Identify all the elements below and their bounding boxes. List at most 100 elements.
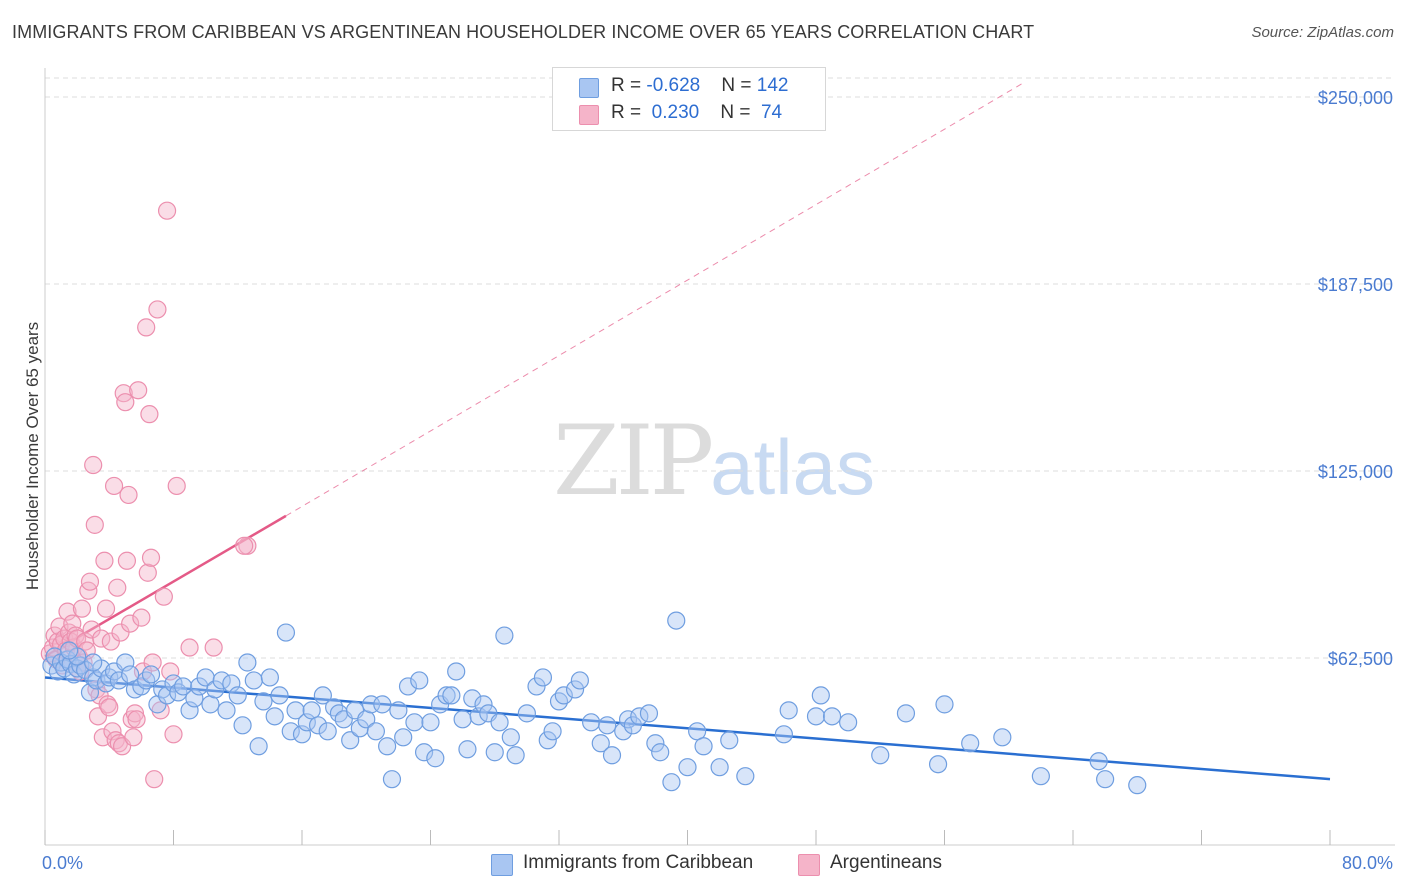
bottom-legend-swatch-caribbean [491, 854, 513, 876]
caribbean-point [233, 716, 252, 735]
caribbean-point [1089, 752, 1108, 771]
grid-lines [45, 77, 1395, 659]
caribbean-point [554, 686, 573, 705]
caribbean-point [543, 722, 562, 741]
caribbean-point [265, 707, 284, 726]
caribbean-point [249, 737, 268, 756]
argentineans-point [121, 614, 140, 633]
argentineans-point [119, 485, 138, 505]
caribbean-point [421, 713, 440, 732]
caribbean-point [447, 662, 466, 681]
caribbean-point [410, 671, 429, 690]
caribbean-point [639, 704, 659, 723]
caribbean-point [774, 725, 793, 744]
caribbean-point [651, 743, 670, 762]
caribbean-point [378, 737, 397, 756]
caribbean-point [366, 722, 385, 741]
watermark-zip: ZIP [553, 405, 714, 517]
y-tick-label: $125,000 [1318, 462, 1393, 482]
caribbean-point [602, 746, 622, 765]
argentineans-point [85, 515, 104, 534]
caribbean-point [453, 710, 472, 729]
argentineans-point [96, 599, 116, 618]
caribbean-point [490, 713, 509, 732]
caribbean-point [59, 641, 79, 660]
caribbean-point [398, 677, 418, 696]
chart-source: Source: ZipAtlas.com [1251, 24, 1394, 41]
correlation-legend: R = -0.628 N = 142 R = 0.230 N = 74 [552, 67, 826, 131]
caribbean-point [533, 668, 553, 687]
argentineans-point [66, 626, 85, 645]
caribbean-point [426, 749, 445, 768]
caribbean-point [238, 653, 257, 672]
caribbean-point [1128, 776, 1147, 795]
x-tick-label-max: 80.0% [1342, 853, 1393, 873]
caribbean-point [646, 734, 665, 753]
axes [44, 68, 1395, 846]
caribbean-point [896, 704, 916, 723]
x-tick-label-min: 0.0% [42, 853, 83, 873]
argentineans-point [164, 725, 183, 744]
y-tick-label: $62,500 [1328, 649, 1393, 669]
y-tick-label: $187,500 [1318, 275, 1393, 295]
caribbean-point [614, 722, 633, 741]
caribbean-point [270, 686, 289, 705]
tick-labels: $62,500 $125,000 $187,500 $250,000 0.0% 80.0% [42, 88, 1393, 873]
argentineans-point [108, 578, 127, 597]
caribbean-point [710, 758, 729, 777]
caribbean-point [822, 707, 842, 726]
argentineans-point [58, 602, 77, 621]
legend-text-argentineans: R = 0.230 N = 74 [611, 102, 783, 123]
caribbean-point [538, 731, 557, 750]
caribbean-point [720, 731, 739, 750]
argentineans-point [157, 201, 177, 220]
caribbean-point [302, 701, 321, 720]
caribbean-point [549, 692, 569, 711]
caribbean-point [228, 686, 247, 705]
caribbean-point [254, 692, 273, 711]
argentineans-point [140, 405, 159, 424]
watermark-atlas: atlas [710, 423, 875, 511]
caribbean-point [442, 686, 461, 705]
argentineans-point [145, 770, 164, 789]
chart-title: IMMIGRANTS FROM CARIBBEAN VS ARGENTINEAN… [12, 22, 1035, 42]
caribbean-points [42, 611, 1147, 795]
caribbean-point [667, 611, 686, 630]
argentineans-point [161, 662, 180, 681]
argentineans-point [127, 710, 146, 729]
caribbean-point [1031, 767, 1050, 786]
caribbean-point [141, 665, 161, 684]
caribbean-point [297, 713, 316, 732]
argentineans-point [129, 381, 148, 400]
caribbean-point [276, 623, 296, 642]
caribbean-point [437, 686, 456, 705]
caribbean-point [373, 695, 392, 714]
argentineans-point [180, 638, 199, 657]
caribbean-point [463, 689, 482, 708]
caribbean-point [137, 671, 156, 690]
caribbean-point [341, 731, 360, 750]
caribbean-point [325, 698, 344, 717]
argentineans-point [114, 384, 133, 403]
caribbean-point [839, 713, 858, 732]
argentineans-point [95, 551, 114, 570]
caribbean-point [517, 704, 536, 723]
caribbean-point [993, 728, 1012, 747]
caribbean-point [474, 695, 493, 714]
y-axis-label: Householder Income Over 65 years [23, 322, 42, 590]
caribbean-point [928, 755, 948, 774]
caribbean-point [495, 626, 514, 645]
caribbean-point [313, 686, 332, 705]
caribbean-point [318, 722, 337, 741]
argentineans-point [167, 476, 186, 496]
caribbean-point [458, 740, 477, 759]
argentineans-point [104, 476, 124, 496]
caribbean-point [565, 680, 585, 699]
legend-text-caribbean: R = -0.628 N = 142 [611, 75, 789, 96]
bottom-legend-label-caribbean: Immigrants from Caribbean [523, 852, 754, 873]
caribbean-point [308, 716, 328, 735]
argentineans-point [100, 698, 119, 717]
argentineans-point [132, 608, 151, 627]
caribbean-point [527, 677, 546, 696]
legend-swatch-argentineans [579, 105, 599, 125]
